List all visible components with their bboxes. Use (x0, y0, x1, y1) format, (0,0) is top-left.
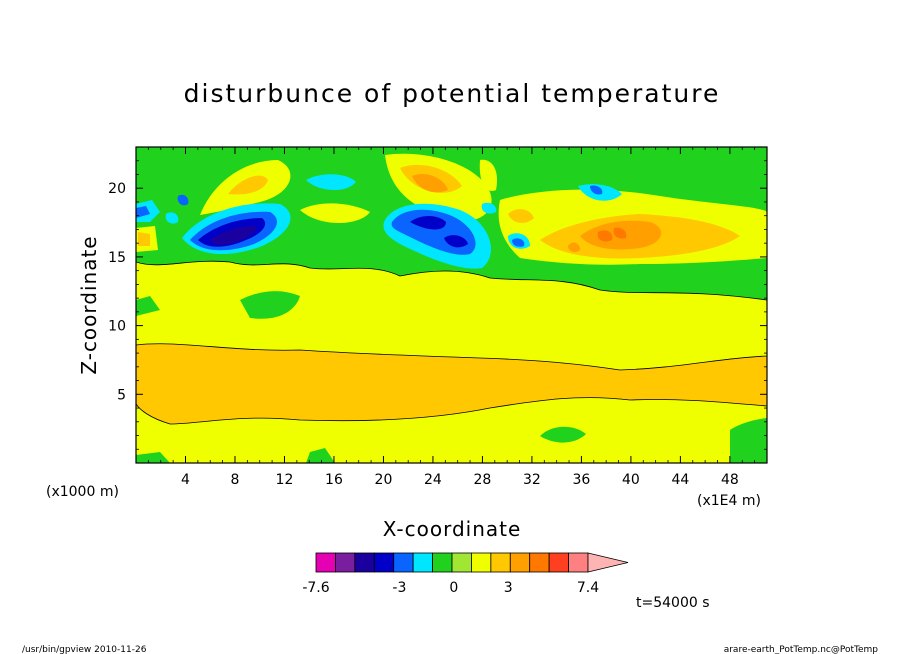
darkblue-blob-2 (410, 216, 446, 230)
navy-blob-1 (210, 226, 257, 245)
y-tick-label: 10 (108, 319, 126, 335)
x-tick-label: 36 (572, 472, 590, 488)
colorbar-swatch (315, 552, 336, 573)
colorbar-label: 3 (504, 580, 513, 596)
blue-blob-6 (512, 238, 525, 247)
x-axis-label: X-coordinate (383, 517, 522, 541)
orange-blob-4 (508, 209, 534, 223)
yellow-blob-2 (300, 203, 370, 223)
x-tick-label: 48 (721, 472, 739, 488)
colorbar-swatch (568, 552, 589, 573)
green-patch-bottom-2 (730, 418, 767, 463)
x-tick-label: 28 (474, 472, 492, 488)
y-tick-label: 15 (108, 250, 126, 266)
colorbar-swatch (432, 552, 453, 573)
x-tick-label: 40 (622, 472, 640, 488)
plot-frame (135, 146, 768, 464)
colorbar-arrow (587, 552, 629, 573)
red-orange-blob-1 (597, 230, 613, 242)
green-patch-bottom-3 (136, 452, 170, 463)
cyan-blob-3 (306, 174, 356, 191)
colorbar-swatch (412, 552, 433, 573)
x-tick-label: 24 (424, 472, 442, 488)
y-tick-label: 20 (108, 181, 126, 197)
colorbar-swatch (490, 552, 511, 573)
time-label: t=54000 s (636, 595, 710, 611)
colorbar-label: 0 (449, 580, 458, 596)
green-tongue-2 (136, 296, 160, 316)
y-axis-ticks: 5 10 15 20 (108, 160, 767, 450)
x-unit-right: (x1E4 m) (697, 493, 761, 509)
x-tick-label: 8 (231, 472, 240, 488)
dark-orange-blob-3 (568, 242, 580, 253)
x-tick-label: 32 (523, 472, 541, 488)
green-tongue-1 (240, 291, 300, 319)
y-axis-label: Z-coordinate (77, 235, 101, 374)
chart-title: disturbunce of potential temperature (184, 79, 721, 108)
x-tick-label: 44 (671, 472, 689, 488)
blue-blob-4 (136, 206, 150, 218)
contour-field (136, 147, 767, 463)
colorbar-swatch (335, 552, 356, 573)
dark-orange-blob-1 (412, 173, 448, 193)
blue-blob-5 (177, 194, 189, 206)
x-tick-label: 20 (375, 472, 393, 488)
colorbar-label: 7.4 (577, 580, 599, 596)
cyan-blob-8 (481, 202, 497, 214)
contour-line-green-edge (136, 260, 767, 301)
yellow-blob-6 (479, 159, 498, 191)
contour-line-orange-top (136, 343, 767, 371)
orange-blob-1 (228, 175, 268, 195)
red-orange-blob-2 (613, 227, 627, 239)
footer-left: /usr/bin/gpview 2010-11-26 (22, 645, 147, 654)
x-tick-label: 12 (276, 472, 294, 488)
x-axis-ticks: 4 8 12 16 20 24 28 32 36 40 44 48 (147, 147, 756, 488)
darkblue-blob-3 (444, 235, 468, 248)
green-patch-bottom-1 (540, 426, 586, 443)
contour-line-orange-bottom (136, 397, 767, 425)
colorbar (315, 552, 629, 573)
colorbar-swatch (354, 552, 375, 573)
colorbar-swatch (509, 552, 531, 573)
blue-blob-7 (590, 185, 603, 195)
colorbar-labels: -7.6 -3 0 3 7.4 (302, 580, 599, 596)
band-orange-middle (136, 343, 767, 424)
colorbar-label: -3 (392, 580, 406, 596)
colorbar-swatch (393, 552, 414, 573)
y-tick-label: 5 (117, 387, 126, 403)
cyan-blob-5 (165, 212, 179, 224)
colorbar-swatch (529, 552, 550, 573)
colorbar-label: -7.6 (302, 580, 329, 596)
colorbar-swatch (548, 552, 569, 573)
x-tick-label: 4 (181, 472, 190, 488)
colorbar-swatch (471, 552, 492, 573)
x-unit-left: (x1000 m) (46, 484, 119, 500)
orange-blob-5 (138, 232, 150, 246)
colorbar-swatch (373, 552, 395, 573)
green-patch-bottom-4 (306, 448, 335, 463)
x-tick-label: 16 (325, 472, 343, 488)
colorbar-swatch (451, 552, 472, 573)
footer-right: arare-earth_PotTemp.nc@PotTemp (724, 645, 879, 654)
